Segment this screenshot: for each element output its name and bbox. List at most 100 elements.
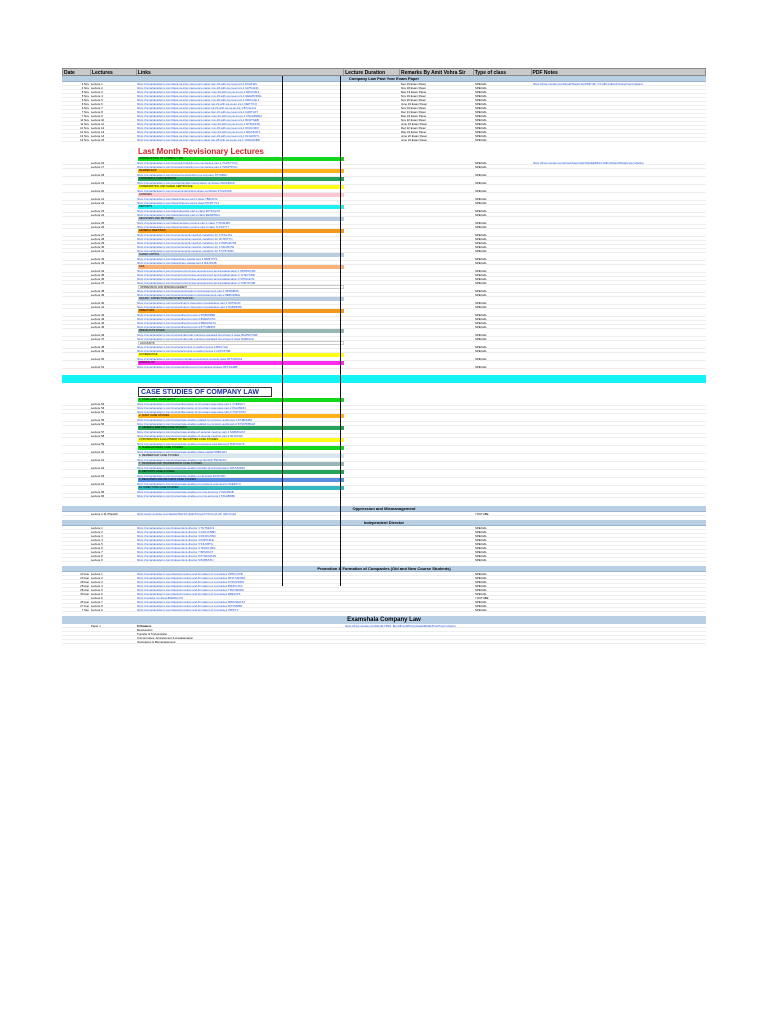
cell-link[interactable]: https://vsmartacademy.com/independent-di… [137, 538, 214, 541]
cell-link[interactable]: https://vsmartacademy.com/course/underwr… [137, 189, 232, 192]
cell-pdf-link[interactable] [532, 588, 706, 591]
cell-pdf-link[interactable] [532, 305, 706, 308]
cell-link[interactable]: https://vsmartacademy.com/class/promotio… [137, 580, 244, 583]
cell-link[interactable]: https://vsmartacademy.com/course/discuss… [137, 406, 246, 409]
cell-link[interactable]: https://vsmartacademy.com/class/register… [137, 225, 230, 228]
cell-link[interactable]: https://vsmartacademy.com/class-ca-inter… [137, 134, 260, 137]
cell-pdf-link[interactable] [532, 237, 706, 240]
cell-link[interactable]: https://vsmartacademy.com/course/general… [137, 245, 235, 248]
cell-link[interactable]: https://vsmartacademy.com/class-ca-inter… [137, 106, 257, 109]
cell-link[interactable]: https://vsmartacademy.com/course/transfe… [137, 181, 235, 184]
cell-link[interactable]: https://vsmartacademy.com/class/promotio… [137, 588, 244, 591]
cell-link[interactable]: https://vsmartacademy.com/course/winding… [137, 365, 238, 368]
header-lecture-duration[interactable]: Lecture Duration [344, 69, 400, 75]
cell-link[interactable]: https://vsmartacademy.com/course/case-st… [137, 422, 255, 425]
cell-link[interactable]: https://vsmartacademy.com/class-ca-inter… [137, 86, 259, 89]
cell-link[interactable]: https://vsmartacademy.com/course/comprom… [137, 281, 256, 284]
cell-pdf-link[interactable]: https://drive.google.com/file/d/1TlaHrCJ… [533, 82, 643, 85]
cell-pdf-link[interactable] [532, 604, 706, 607]
cell-pdf-link[interactable] [532, 213, 706, 216]
cell-pdf-link[interactable] [532, 221, 706, 224]
cell-link[interactable]: https://vsmartacademy.com/independent-di… [137, 542, 213, 545]
cell-pdf-link[interactable] [532, 474, 706, 477]
cell-link[interactable]: https://vsmartacademy.com/course/general… [137, 233, 233, 236]
cell-link[interactable]: https://vsmartacademy.com/course/case-st… [137, 482, 241, 485]
cell-pdf-link[interactable] [532, 118, 706, 121]
cell-pdf-link[interactable] [532, 402, 706, 405]
cell-link[interactable]: https://vsmartacademy.com/course/case-st… [137, 466, 245, 469]
cell-pdf-link[interactable] [532, 245, 706, 248]
cell-pdf-link[interactable] [532, 241, 706, 244]
cell-link[interactable]: https://vsmartacademy.com/independent-di… [137, 550, 213, 553]
cell-pdf-link[interactable] [532, 526, 706, 529]
cell-pdf-link[interactable] [532, 138, 706, 141]
cell-pdf-link[interactable] [532, 458, 706, 461]
cell-pdf-link[interactable] [532, 357, 706, 360]
cell-link[interactable]: https://vsmartacademy.com/course/oppress… [137, 289, 239, 292]
cell-link[interactable]: https://vsmartacademy.com/course/case-st… [137, 494, 236, 497]
cell-pdf-link[interactable] [532, 90, 706, 93]
cell-pdf-link[interactable] [532, 317, 706, 320]
cell-link[interactable]: https://vsmartacademy.com/course/comprom… [137, 273, 255, 276]
cell-pdf-link[interactable] [532, 201, 706, 204]
cell-link[interactable]: https://vsmartacademy.com/class-ca-inter… [137, 130, 261, 133]
cell-pdf-link[interactable] [532, 321, 706, 324]
cell-pdf-link[interactable] [532, 576, 706, 579]
header-pdf-notes[interactable]: PDF Notes [532, 70, 558, 75]
cell-pdf-link[interactable] [532, 345, 706, 348]
cell-link[interactable]: https://vsmartacademy.com/course/directo… [137, 325, 216, 328]
cell-link[interactable]: https://youtube.com/live/JlNE5Kp4Y0 [137, 596, 184, 599]
cell-link[interactable]: https://vsmartacademy.com/class-ca-inter… [137, 110, 258, 113]
cell-pdf-link[interactable] [532, 466, 706, 469]
cell-pdf-link[interactable] [532, 538, 706, 541]
cell-pdf-link[interactable] [532, 442, 706, 445]
cell-pdf-link[interactable] [532, 249, 706, 252]
cell-link[interactable]: https://vsmartacademy.com/course/introdu… [137, 165, 238, 168]
cell-link[interactable]: https://vsmartacademy.com/course/indian-… [137, 333, 258, 336]
cell-pdf-link[interactable] [532, 130, 706, 133]
cell-pdf-link[interactable] [532, 530, 706, 533]
cell-link[interactable]: https://vsmartacademy.com/course/case-st… [137, 418, 252, 421]
cell-link[interactable]: https://vsmartacademy.com/course/directo… [137, 317, 216, 320]
cell-link[interactable]: https://vsmartacademy.com/course/comprom… [137, 269, 256, 272]
cell-link[interactable]: https://vsmartacademy.com/course/comprom… [137, 277, 255, 280]
cell-link[interactable]: https://vsmartacademy.com/class-ca-inter… [137, 98, 260, 101]
cell-pdf-link[interactable] [532, 209, 706, 212]
cell-link[interactable]: https://vsmartacademy.com/course/inquiry… [137, 301, 241, 304]
cell-pdf-link[interactable] [532, 165, 706, 168]
cell-pdf-link[interactable] [532, 114, 706, 117]
cell-pdf-link[interactable] [532, 289, 706, 292]
cell-pdf-link[interactable] [532, 546, 706, 549]
header-date[interactable]: Date [63, 69, 91, 75]
cell-pdf-link[interactable] [532, 534, 706, 537]
cell-link[interactable]: https://drive.google.com/file/d/1Y4NN_fE… [345, 624, 456, 627]
cell-link[interactable]: https://vsmartacademy.com/class/promotio… [137, 604, 243, 607]
cell-pdf-link[interactable] [532, 512, 706, 515]
cell-pdf-link[interactable] [532, 596, 706, 599]
cell-pdf-link[interactable] [532, 301, 706, 304]
cell-link[interactable]: https://vsmartacademy.com/class-ca-inter… [137, 138, 260, 141]
cell-link[interactable]: https://vsmartacademy.com/class/promotio… [137, 584, 243, 587]
cell-pdf-link[interactable] [532, 86, 706, 89]
cell-link[interactable]: https://vsmartacademy.com/course/discuss… [137, 410, 246, 413]
cell-pdf-link[interactable] [532, 106, 706, 109]
cell-link[interactable]: https://vsmartacademy.com/course/account… [137, 345, 229, 348]
cell-pdf-link[interactable] [532, 450, 706, 453]
cell-pdf-link[interactable] [532, 572, 706, 575]
cell-link[interactable]: https://vsmartacademy.com/course/indian-… [137, 337, 254, 340]
cell-pdf-link[interactable] [532, 349, 706, 352]
cell-link[interactable]: https://vsmartacademy.com/course/general… [137, 241, 237, 244]
cell-link[interactable]: https://vsmartacademy.com/course/directo… [137, 313, 216, 316]
cell-pdf-link[interactable] [532, 592, 706, 595]
cell-pdf-link[interactable] [532, 98, 706, 101]
cell-pdf-link[interactable] [532, 134, 706, 137]
cell-link[interactable]: https://vsmartacademy.com/course/general… [137, 249, 234, 252]
cell-link[interactable]: https://vsmartacademy.com/class/share-ca… [137, 257, 218, 260]
cell-link[interactable]: https://vsmartacademy.com/class/register… [137, 221, 231, 224]
cell-pdf-link[interactable] [532, 482, 706, 485]
cell-link[interactable]: https://vsmartacademy.com/independent-di… [137, 530, 216, 533]
cell-pdf-link[interactable]: https://drive.google.com/drive/folders/1… [533, 161, 644, 164]
cell-pdf-link[interactable] [532, 422, 706, 425]
cell-pdf-link[interactable] [532, 406, 706, 409]
cell-link[interactable]: https://vsmartacademy.com/class/charges-… [137, 197, 218, 200]
